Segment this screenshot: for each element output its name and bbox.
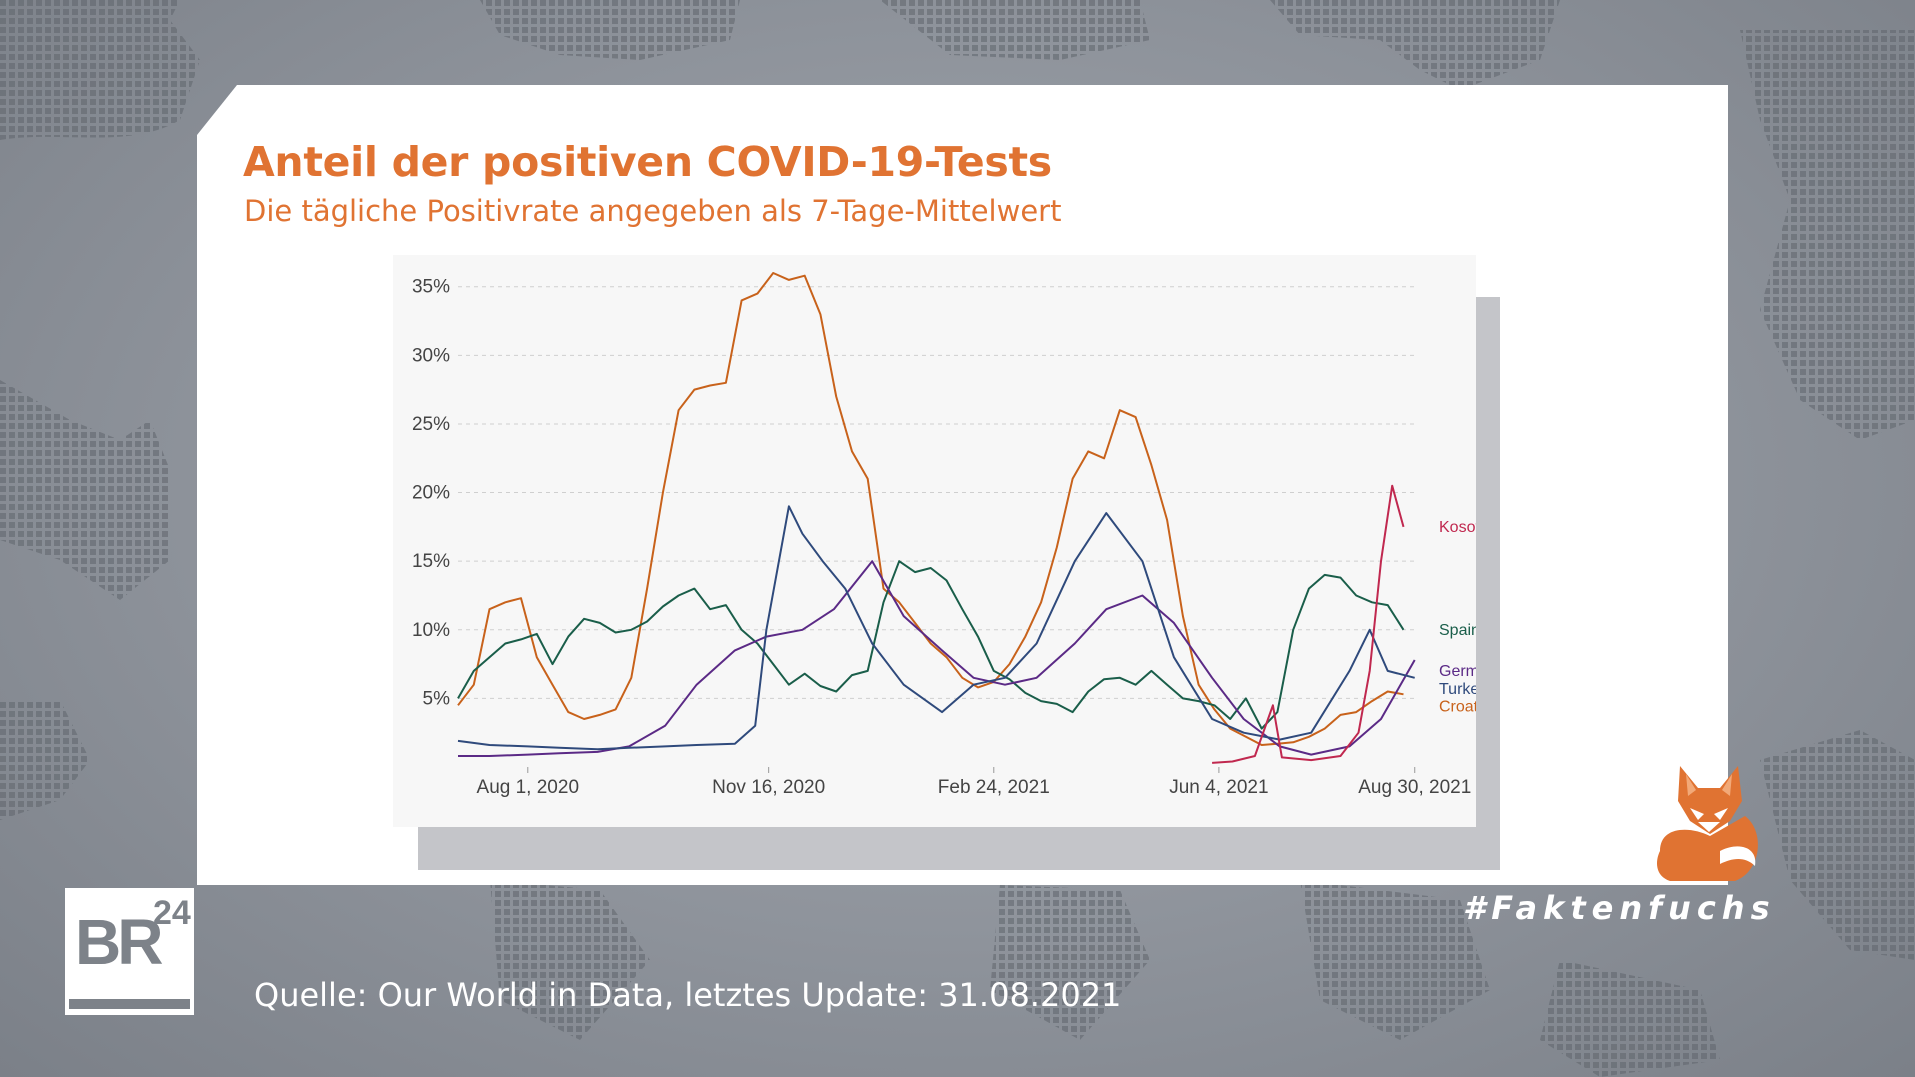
chart-title: Anteil der positiven COVID-19-Tests: [243, 138, 1052, 186]
y-tick-label: 15%: [412, 551, 450, 572]
x-tick-label: Feb 24, 2021: [938, 777, 1050, 798]
x-tick-label: Nov 16, 2020: [712, 777, 825, 798]
series-line-spain: [457, 560, 1405, 730]
y-tick-label: 30%: [412, 345, 450, 366]
source-note: Quelle: Our World in Data, letztes Updat…: [254, 976, 1122, 1014]
series-label-kosovo: Kosovo: [1439, 519, 1476, 536]
x-tick-label: Aug 1, 2020: [477, 777, 579, 798]
series-line-kosovo: [1212, 484, 1405, 764]
y-tick-label: 20%: [412, 483, 450, 504]
faktenfuchs-hashtag: #Faktenfuchs: [1463, 889, 1776, 927]
line-chart: 35% 30% 25% 20% 15% 10% 5% Aug 1, 2020 Nov 16, 2…: [412, 272, 1476, 798]
y-tick-label: 10%: [412, 620, 450, 641]
chart-panel: 35% 30% 25% 20% 15% 10% 5% Aug 1, 2020 Nov 16, 2…: [393, 255, 1476, 827]
x-tick-label: Aug 30, 2021: [1358, 777, 1471, 798]
series-line-croatia: [457, 272, 1404, 746]
chart-subtitle: Die tägliche Positivrate angegeben als 7…: [244, 194, 1062, 228]
series-label-germany: Germany: [1439, 663, 1476, 680]
y-tick-label: 25%: [412, 414, 450, 435]
br24-logo-sup: 24: [153, 894, 191, 932]
y-tick-label: 5%: [423, 688, 451, 709]
br24-logo: BR 24: [65, 888, 194, 1015]
y-tick-label: 35%: [412, 277, 450, 298]
series-line-germany: [458, 560, 1416, 757]
br24-logo-bar: [69, 999, 190, 1009]
series-line-turkey: [457, 505, 1415, 751]
series-label-croatia: Croatia: [1439, 699, 1476, 716]
series-label-turkey: Turkey: [1439, 681, 1476, 698]
series-label-spain: Spain: [1439, 622, 1476, 639]
x-tick-label: Jun 4, 2021: [1169, 777, 1268, 798]
fox-icon: [1657, 766, 1758, 881]
br24-logo-text: BR: [75, 906, 163, 978]
